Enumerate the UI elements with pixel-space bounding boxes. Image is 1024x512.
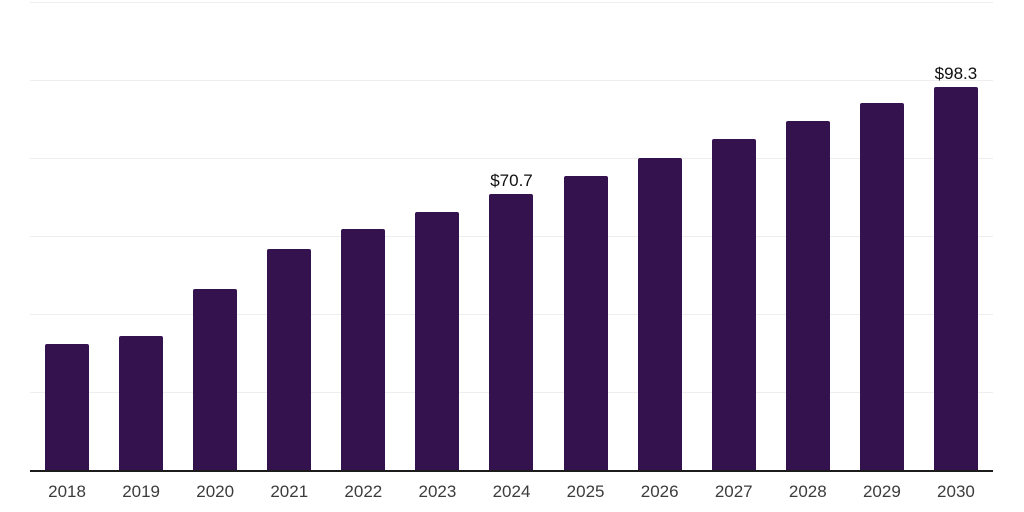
bar-cell-2026 (623, 2, 697, 470)
gridline-80 (30, 158, 993, 159)
bar-2019 (119, 336, 164, 470)
bar-2020 (193, 289, 238, 470)
bar-cell-2030: $98.3 (919, 2, 993, 470)
bar-2021 (267, 249, 312, 470)
bar-cell-2024: $70.7 (474, 2, 548, 470)
bar-cell-2018 (30, 2, 104, 470)
bar-cell-2025 (549, 2, 623, 470)
bar-2029 (859, 103, 904, 470)
x-tick-label-2019: 2019 (122, 482, 161, 501)
bar-cell-2019 (104, 2, 178, 470)
bar-2024 (489, 194, 534, 470)
bars-layer: $70.7 $98.3 (30, 2, 993, 470)
bar-cell-2028 (771, 2, 845, 470)
bar-cell-2027 (697, 2, 771, 470)
gridline-120 (30, 2, 993, 3)
bar-cell-2023 (400, 2, 474, 470)
bar-2022 (341, 229, 386, 470)
bar-value-label-2030: $98.3 (934, 63, 978, 83)
x-tick-label-2020: 2020 (196, 482, 235, 501)
x-tick-label-2025: 2025 (566, 482, 605, 501)
x-tick-label-2018: 2018 (48, 482, 86, 501)
bar-value-label-2024: $70.7 (490, 171, 533, 191)
bar-2018 (45, 344, 90, 470)
x-tick-label-2028: 2028 (788, 482, 827, 501)
bar-2023 (415, 212, 460, 470)
gridline-100 (30, 80, 993, 81)
bar-2030 (933, 86, 978, 470)
x-tick-label-2026: 2026 (640, 482, 679, 501)
x-tick-label-2023: 2023 (418, 482, 457, 501)
plot-area: $70.7 $98.3 (30, 2, 993, 472)
bar-cell-2029 (845, 2, 919, 470)
x-tick-label-2024: 2024 (492, 482, 531, 501)
x-tick-label-2030: 2030 (937, 482, 975, 501)
bar-2025 (563, 175, 608, 470)
x-tick-label-2021: 2021 (270, 482, 309, 501)
bar-cell-2020 (178, 2, 252, 470)
bar-2028 (785, 121, 830, 470)
x-tick-label-2027: 2027 (714, 482, 753, 501)
bar-2027 (711, 139, 756, 470)
x-axis: 2018 2019 2020 2021 2022 2023 2024 2025 2026 2027… (30, 482, 993, 502)
x-tick-label-2029: 2029 (862, 482, 901, 501)
bar-2026 (637, 158, 682, 470)
x-tick-label-2022: 2022 (344, 482, 383, 501)
bar-cell-2021 (252, 2, 326, 470)
bar-cell-2022 (326, 2, 400, 470)
